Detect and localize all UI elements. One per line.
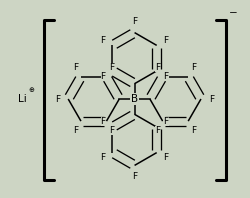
Text: F: F xyxy=(100,117,106,126)
Text: F: F xyxy=(155,63,160,72)
Text: F: F xyxy=(100,72,106,81)
Text: F: F xyxy=(164,35,168,45)
Text: F: F xyxy=(164,117,168,126)
Text: F: F xyxy=(164,72,168,81)
Text: F: F xyxy=(191,126,196,135)
Text: F: F xyxy=(132,17,137,26)
Text: F: F xyxy=(164,153,168,163)
Text: F: F xyxy=(191,63,196,72)
Text: Li: Li xyxy=(18,94,26,104)
Text: F: F xyxy=(109,126,114,135)
Text: ⊕: ⊕ xyxy=(28,87,34,93)
Text: F: F xyxy=(109,63,114,72)
Text: F: F xyxy=(73,63,78,72)
Text: F: F xyxy=(100,35,106,45)
Text: F: F xyxy=(55,94,60,104)
Text: F: F xyxy=(209,94,214,104)
Text: F: F xyxy=(132,172,137,181)
Text: −: − xyxy=(229,8,238,18)
Text: B: B xyxy=(131,94,138,104)
Text: F: F xyxy=(155,126,160,135)
Text: F: F xyxy=(73,126,78,135)
Text: F: F xyxy=(100,153,106,163)
